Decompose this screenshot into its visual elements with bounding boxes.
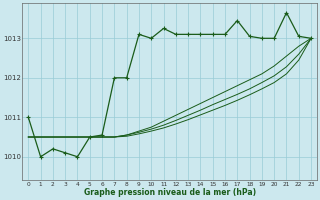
- X-axis label: Graphe pression niveau de la mer (hPa): Graphe pression niveau de la mer (hPa): [84, 188, 256, 197]
